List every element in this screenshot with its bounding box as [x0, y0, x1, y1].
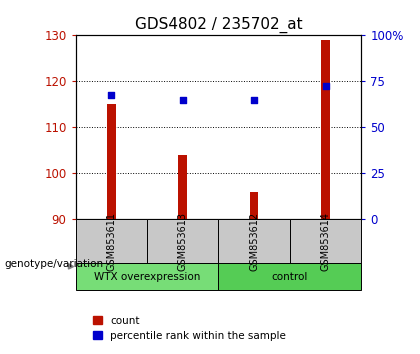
Bar	[218, 219, 290, 263]
Bar	[147, 219, 218, 263]
Point	[179, 97, 186, 103]
Bar	[76, 263, 218, 290]
Legend: count, percentile rank within the sample: count, percentile rank within the sample	[89, 312, 290, 345]
Point	[251, 97, 257, 103]
Text: control: control	[272, 272, 308, 282]
Bar	[290, 219, 361, 263]
Text: WTX overexpression: WTX overexpression	[94, 272, 200, 282]
Bar	[178, 155, 187, 219]
Text: GSM853611: GSM853611	[106, 212, 116, 271]
Text: GSM853612: GSM853612	[249, 212, 259, 271]
Bar	[250, 192, 258, 219]
Point	[108, 92, 115, 98]
Text: GSM853613: GSM853613	[178, 212, 188, 271]
Bar	[321, 40, 330, 219]
Bar	[218, 263, 361, 290]
Bar	[76, 219, 147, 263]
Polygon shape	[68, 264, 74, 269]
Text: genotype/variation: genotype/variation	[4, 259, 103, 269]
Bar	[107, 104, 116, 219]
Point	[322, 83, 329, 89]
Title: GDS4802 / 235702_at: GDS4802 / 235702_at	[134, 16, 302, 33]
Text: GSM853614: GSM853614	[320, 212, 331, 271]
